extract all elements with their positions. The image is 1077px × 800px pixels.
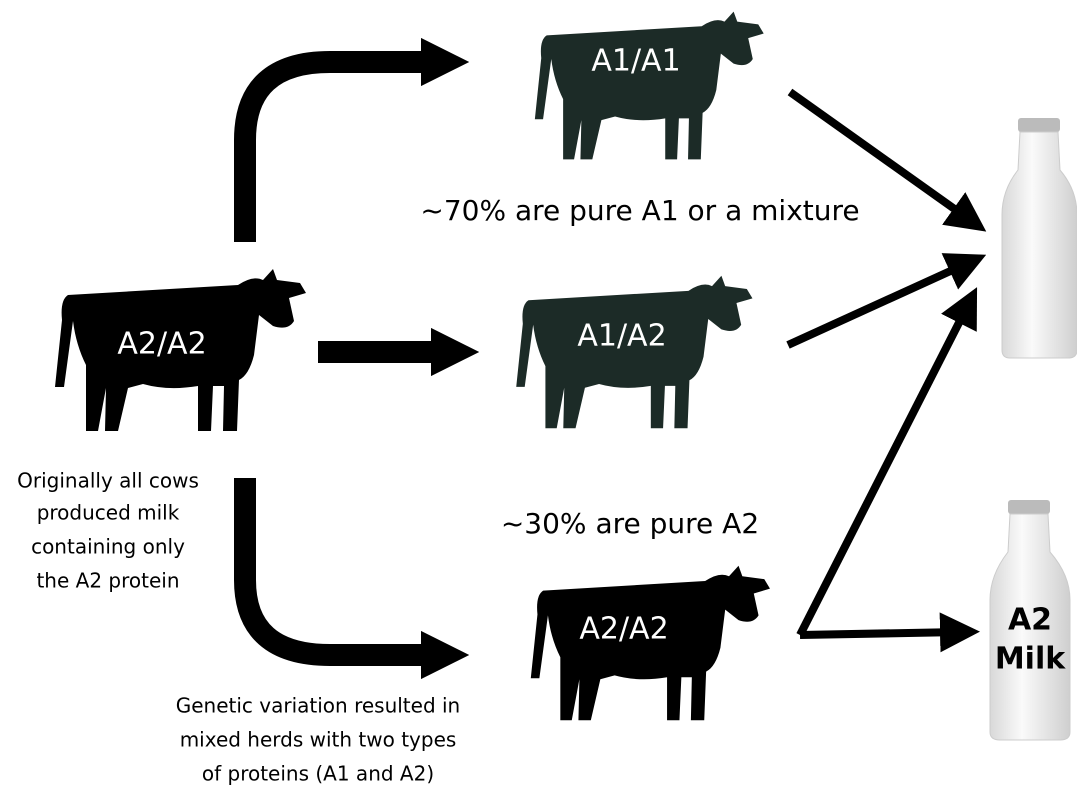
cow-label: A1/A1 xyxy=(591,44,680,79)
arrows xyxy=(234,37,480,680)
caption-line: produced milk xyxy=(37,501,180,525)
cow-label: A2/A2 xyxy=(579,612,668,647)
bottle-label: Milk xyxy=(995,642,1066,677)
caption-line: mixed herds with two types xyxy=(180,728,457,752)
caption-line: Originally all cows xyxy=(17,469,199,493)
note: ~70% are pure A1 or a mixture xyxy=(420,194,859,227)
caption-line: Genetic variation resulted in xyxy=(176,694,461,718)
milk-bottle xyxy=(1001,118,1077,359)
caption-line: the A2 protein xyxy=(36,569,179,593)
note: ~30% are pure A2 xyxy=(501,507,759,540)
caption-line: containing only xyxy=(31,535,185,559)
cow xyxy=(534,11,764,160)
caption-line: of proteins (A1 and A2) xyxy=(202,762,434,786)
bottle-label: A2 xyxy=(1008,603,1052,638)
thin-arrows xyxy=(786,88,987,653)
cow-label: A1/A2 xyxy=(577,319,666,354)
cow-label: A2/A2 xyxy=(117,327,206,362)
milk-bottle xyxy=(989,500,1071,741)
